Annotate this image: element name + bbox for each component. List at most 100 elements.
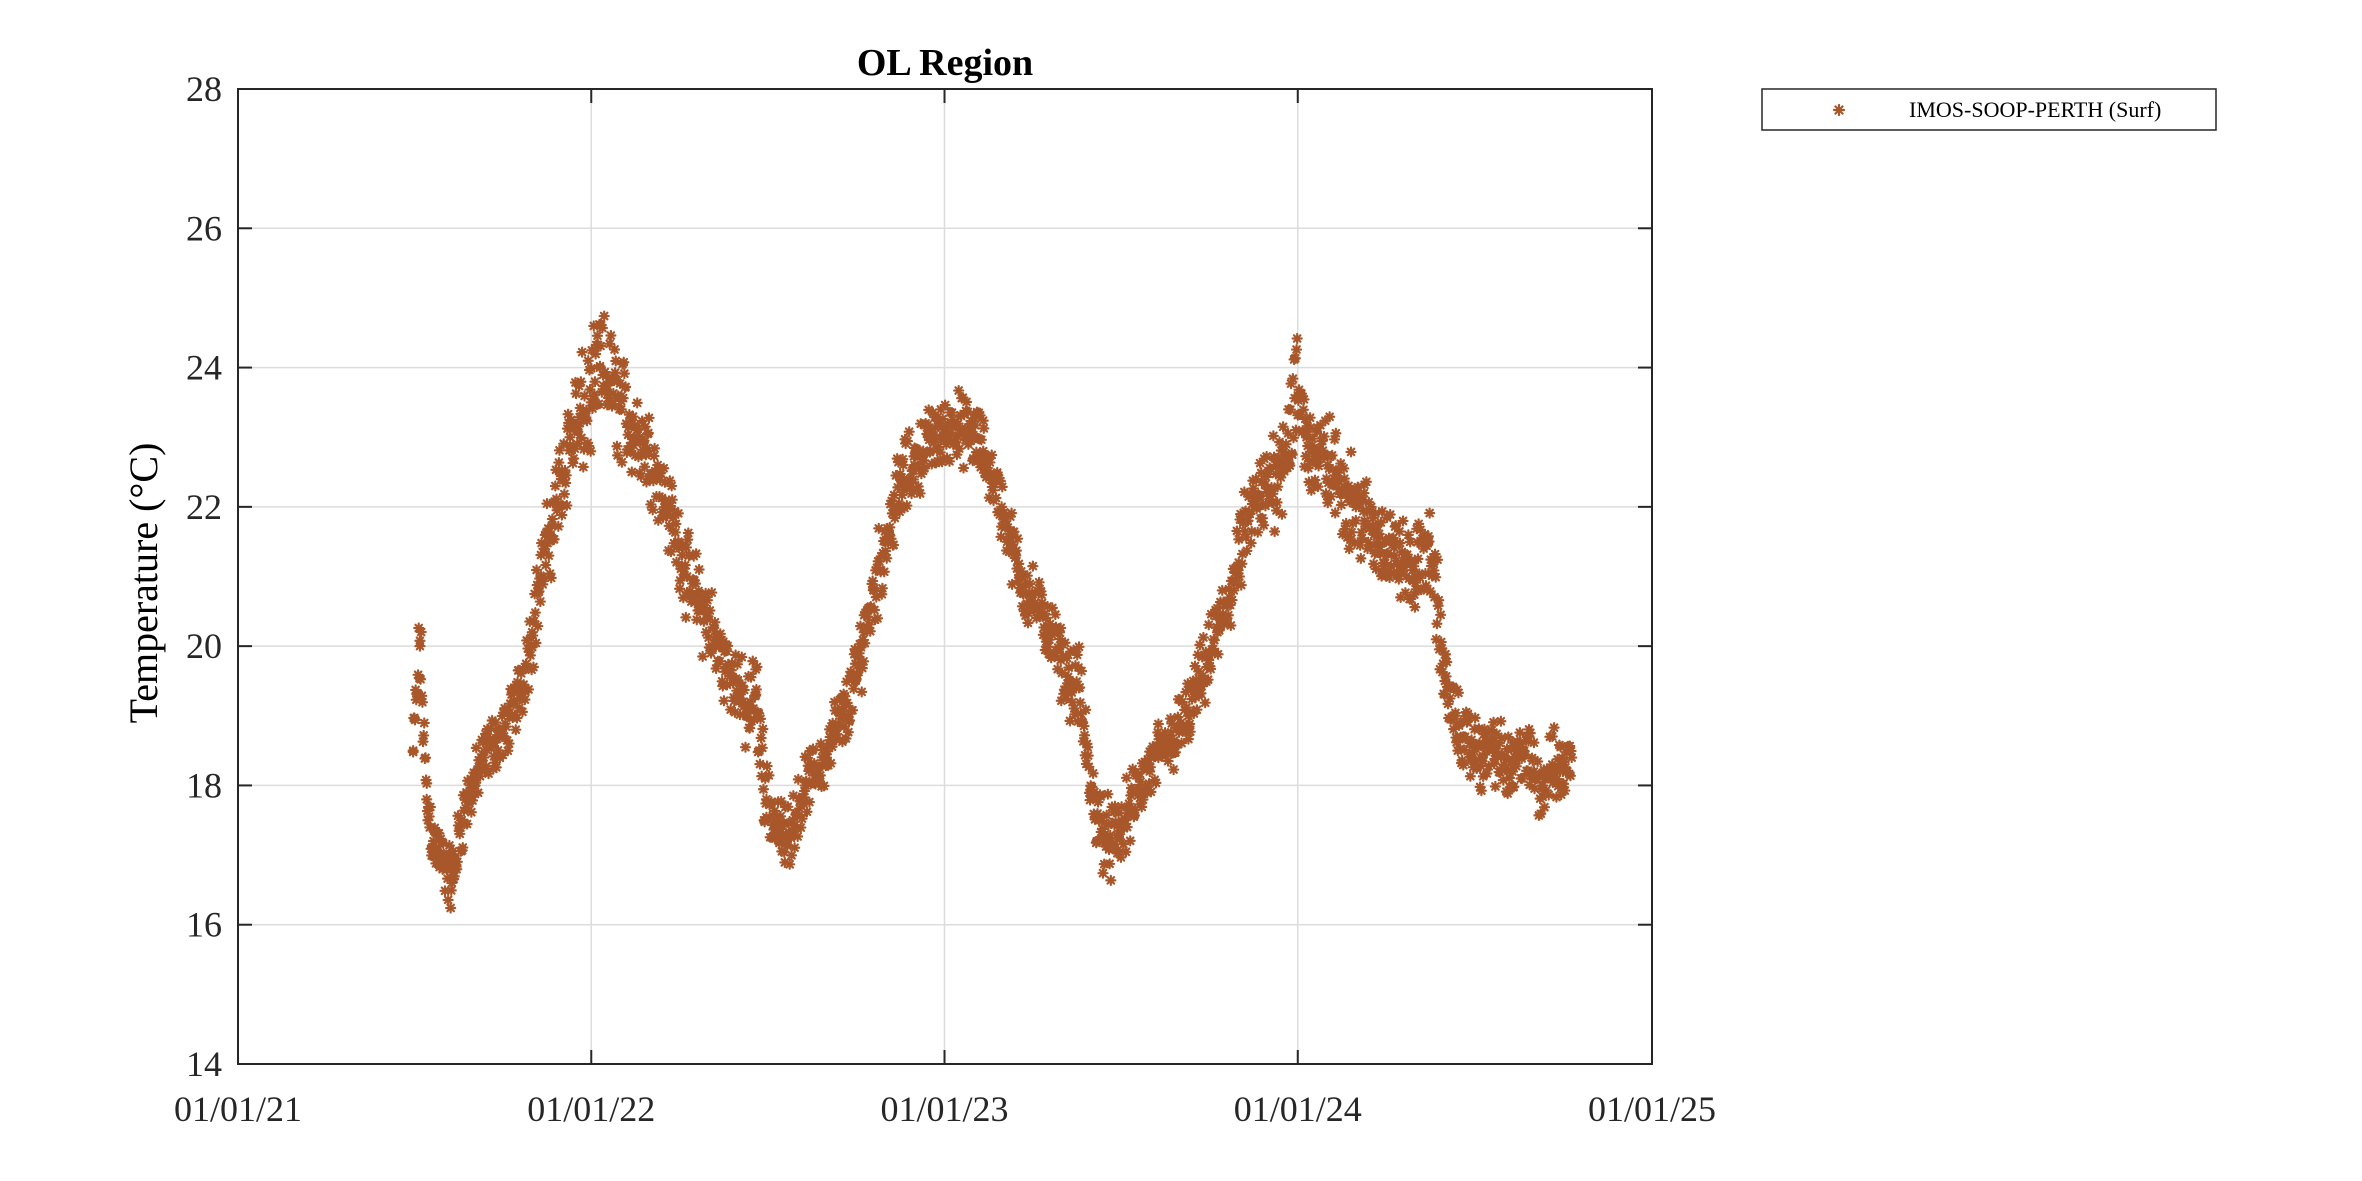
data-point <box>763 769 775 781</box>
data-point <box>1329 507 1341 519</box>
data-point <box>829 724 841 736</box>
data-point <box>1071 649 1083 661</box>
data-point <box>1085 786 1097 798</box>
data-point <box>1326 449 1338 461</box>
data-point <box>1233 570 1245 583</box>
data-point <box>1380 536 1392 548</box>
data-point <box>901 499 913 512</box>
data-point <box>876 582 889 594</box>
data-point <box>1304 412 1316 424</box>
data-point <box>938 431 951 443</box>
data-point <box>792 830 804 843</box>
data-point <box>1538 801 1551 813</box>
data-point <box>670 518 682 530</box>
data-point <box>1205 663 1217 675</box>
data-point <box>604 375 616 388</box>
data-point <box>617 392 629 404</box>
data-point <box>927 431 939 443</box>
data-point <box>1174 724 1186 736</box>
data-point <box>903 426 915 438</box>
data-point <box>472 787 484 799</box>
data-point <box>1136 801 1148 813</box>
data-point <box>1286 449 1298 461</box>
data-point <box>672 507 684 519</box>
data-point <box>809 765 821 778</box>
data-point <box>526 626 538 638</box>
data-point <box>1287 373 1299 385</box>
data-point <box>857 655 870 667</box>
data-point <box>1010 545 1022 557</box>
data-point <box>960 396 973 408</box>
data-point <box>1345 446 1357 458</box>
data-point <box>1049 608 1061 621</box>
data-point <box>1197 631 1210 644</box>
data-point <box>1431 618 1443 630</box>
data-point <box>423 810 435 823</box>
data-point <box>593 398 605 410</box>
data-point <box>1409 601 1421 613</box>
data-point <box>1412 553 1424 565</box>
data-point <box>465 806 477 818</box>
data-point <box>879 545 892 557</box>
data-point <box>1481 767 1493 780</box>
data-point <box>490 716 502 729</box>
data-point <box>596 322 608 334</box>
data-point <box>691 614 703 626</box>
x-tick-label: 01/01/25 <box>1588 1089 1716 1129</box>
data-point <box>1078 729 1091 741</box>
data-point <box>681 570 693 583</box>
data-point <box>682 527 694 539</box>
data-point <box>666 494 678 506</box>
data-point <box>807 743 819 755</box>
data-point <box>1439 648 1452 660</box>
data-point <box>467 779 479 792</box>
x-tick-label: 01/01/21 <box>174 1089 302 1129</box>
data-point <box>751 661 763 673</box>
data-point <box>1022 617 1034 629</box>
data-point <box>1430 571 1442 583</box>
data-point <box>457 841 469 854</box>
data-point <box>1097 867 1109 879</box>
data-point <box>682 533 694 546</box>
data-point <box>1120 772 1133 784</box>
data-point <box>1528 737 1540 749</box>
data-point <box>846 704 859 716</box>
data-point <box>455 814 468 826</box>
data-point <box>1145 786 1157 798</box>
data-point <box>1368 529 1380 541</box>
data-point <box>639 461 651 473</box>
data-point <box>789 842 801 854</box>
data-point <box>1150 777 1162 789</box>
data-point <box>642 445 654 457</box>
data-point <box>1427 556 1439 569</box>
data-point <box>576 346 588 358</box>
data-point <box>1082 750 1094 762</box>
data-point <box>939 399 951 411</box>
data-point <box>709 616 721 628</box>
data-point <box>799 779 811 792</box>
data-point <box>418 729 430 742</box>
data-point <box>769 814 781 826</box>
data-point <box>1417 543 1430 555</box>
data-point <box>530 637 542 649</box>
legend-marker-asterisk <box>1832 103 1846 117</box>
data-point <box>1310 452 1322 464</box>
data-point <box>690 548 702 560</box>
data-point <box>419 752 432 764</box>
data-point <box>1026 591 1038 603</box>
data-point <box>516 706 529 718</box>
data-point <box>1330 473 1343 485</box>
data-point <box>731 675 744 687</box>
data-point <box>1441 656 1453 668</box>
data-point <box>914 487 926 500</box>
data-point <box>605 329 617 342</box>
data-point <box>701 612 713 624</box>
data-point <box>917 445 929 457</box>
data-point <box>421 793 433 805</box>
data-point <box>907 473 919 486</box>
data-point <box>912 480 924 493</box>
data-point <box>1516 745 1528 757</box>
data-point <box>561 499 573 512</box>
data-point <box>839 710 851 722</box>
x-tick-label: 01/01/24 <box>1234 1089 1362 1129</box>
